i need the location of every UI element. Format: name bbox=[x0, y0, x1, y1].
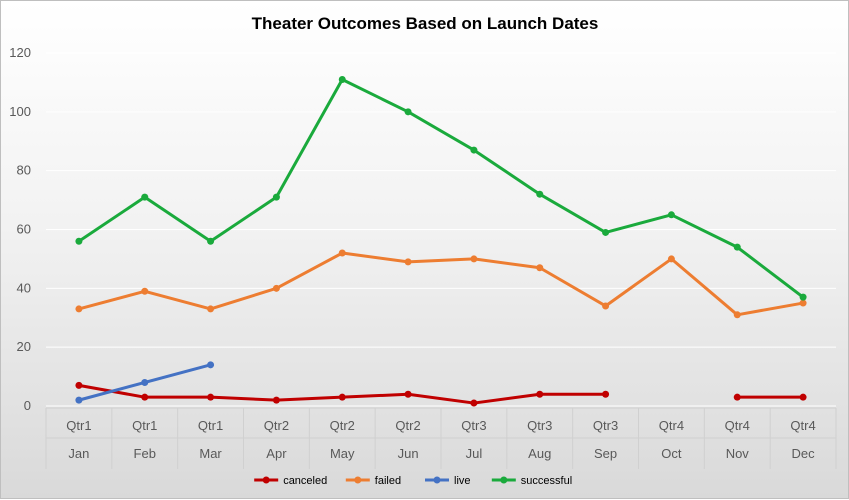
legend-marker bbox=[262, 476, 270, 484]
data-point-successful bbox=[75, 237, 83, 245]
data-point-successful bbox=[470, 146, 478, 154]
data-point-failed bbox=[799, 299, 807, 307]
data-point-successful bbox=[667, 211, 675, 219]
x-tick-quarter: Qtr2 bbox=[330, 418, 355, 433]
x-tick-quarter: Qtr1 bbox=[132, 418, 157, 433]
legend-item-failed: failed bbox=[345, 475, 401, 487]
data-point-live bbox=[75, 396, 83, 404]
x-tick-quarter: Qtr4 bbox=[790, 418, 815, 433]
x-tick-quarter: Qtr2 bbox=[264, 418, 289, 433]
x-tick-month: Sep bbox=[594, 446, 617, 461]
data-point-canceled bbox=[207, 393, 215, 401]
y-tick-label: 40 bbox=[17, 280, 31, 295]
x-tick-month: Jul bbox=[466, 446, 483, 461]
x-tick-month: Aug bbox=[528, 446, 551, 461]
data-point-successful bbox=[207, 237, 215, 245]
data-point-canceled bbox=[272, 396, 280, 404]
x-tick-quarter: Qtr3 bbox=[461, 418, 486, 433]
data-point-failed bbox=[602, 302, 610, 310]
legend-item-live: live bbox=[425, 475, 471, 487]
y-tick-label: 120 bbox=[9, 45, 31, 60]
y-tick-label: 20 bbox=[17, 339, 31, 354]
x-tick-quarter: Qtr2 bbox=[395, 418, 420, 433]
data-point-failed bbox=[404, 258, 412, 266]
y-tick-label: 80 bbox=[17, 163, 31, 178]
series-lines bbox=[75, 75, 807, 407]
data-point-live bbox=[207, 361, 215, 369]
series-live bbox=[75, 361, 215, 404]
data-point-failed bbox=[207, 305, 215, 313]
gridlines bbox=[46, 52, 836, 407]
series-successful bbox=[75, 75, 807, 301]
data-point-failed bbox=[536, 264, 544, 272]
y-axis-ticks: 0 20 40 60 80 100 120 bbox=[9, 45, 31, 413]
data-point-successful bbox=[799, 293, 807, 301]
y-tick-label: 100 bbox=[9, 104, 31, 119]
series-line-successful bbox=[77, 77, 805, 299]
x-tick-month: Mar bbox=[199, 446, 222, 461]
legend-item-canceled: canceled bbox=[254, 475, 327, 487]
y-tick-label: 60 bbox=[17, 222, 31, 237]
data-point-canceled bbox=[799, 393, 807, 401]
chart-title: Theater Outcomes Based on Launch Dates bbox=[252, 14, 599, 33]
x-tick-month: Nov bbox=[726, 446, 750, 461]
series-failed bbox=[75, 249, 807, 319]
legend-label: successful bbox=[521, 475, 572, 487]
data-point-successful bbox=[404, 108, 412, 116]
legend-marker bbox=[500, 476, 508, 484]
data-point-failed bbox=[75, 305, 83, 313]
x-tick-month: Jun bbox=[398, 446, 419, 461]
series-canceled bbox=[75, 381, 807, 407]
data-point-canceled bbox=[75, 381, 83, 389]
data-point-canceled bbox=[470, 399, 478, 407]
data-point-successful bbox=[338, 75, 346, 83]
x-tick-quarter: Qtr4 bbox=[725, 418, 750, 433]
x-tick-quarter: Qtr3 bbox=[527, 418, 552, 433]
legend-label: canceled bbox=[283, 475, 327, 487]
x-tick-quarter: Qtr4 bbox=[659, 418, 684, 433]
data-point-failed bbox=[141, 287, 149, 295]
x-tick-month: Oct bbox=[661, 446, 682, 461]
legend: canceled failed live successful bbox=[254, 475, 572, 487]
data-point-live bbox=[141, 378, 149, 386]
data-point-canceled bbox=[404, 390, 412, 398]
data-point-successful bbox=[141, 193, 149, 201]
legend-marker bbox=[433, 476, 441, 484]
data-point-canceled bbox=[338, 393, 346, 401]
data-point-failed bbox=[733, 311, 741, 319]
data-point-failed bbox=[338, 249, 346, 257]
legend-label: live bbox=[454, 475, 471, 487]
data-point-canceled bbox=[602, 390, 610, 398]
x-axis: Qtr1 Jan Qtr1 Feb Qtr1 Mar Qtr2 Apr Qtr2 May Qtr2 J… bbox=[45, 407, 837, 469]
data-point-successful bbox=[733, 243, 741, 251]
legend-label: failed bbox=[375, 475, 401, 487]
legend-marker bbox=[354, 476, 362, 484]
legend-item-successful: successful bbox=[491, 475, 572, 487]
y-tick-label: 0 bbox=[24, 398, 31, 413]
data-point-successful bbox=[602, 228, 610, 236]
x-tick-quarter: Qtr1 bbox=[66, 418, 91, 433]
data-point-failed bbox=[272, 284, 280, 292]
x-tick-month: May bbox=[330, 446, 355, 461]
data-point-canceled bbox=[536, 390, 544, 398]
x-tick-month: Jan bbox=[68, 446, 89, 461]
x-tick-month: Feb bbox=[134, 446, 156, 461]
x-tick-month: Apr bbox=[266, 446, 287, 461]
data-point-canceled bbox=[141, 393, 149, 401]
x-tick-quarter: Qtr3 bbox=[593, 418, 618, 433]
data-point-failed bbox=[470, 255, 478, 263]
data-point-successful bbox=[272, 193, 280, 201]
data-point-successful bbox=[536, 190, 544, 198]
data-point-canceled bbox=[733, 393, 741, 401]
series-line-failed bbox=[77, 251, 805, 317]
data-point-failed bbox=[667, 255, 675, 263]
x-tick-quarter: Qtr1 bbox=[198, 418, 223, 433]
x-tick-month: Dec bbox=[792, 446, 816, 461]
